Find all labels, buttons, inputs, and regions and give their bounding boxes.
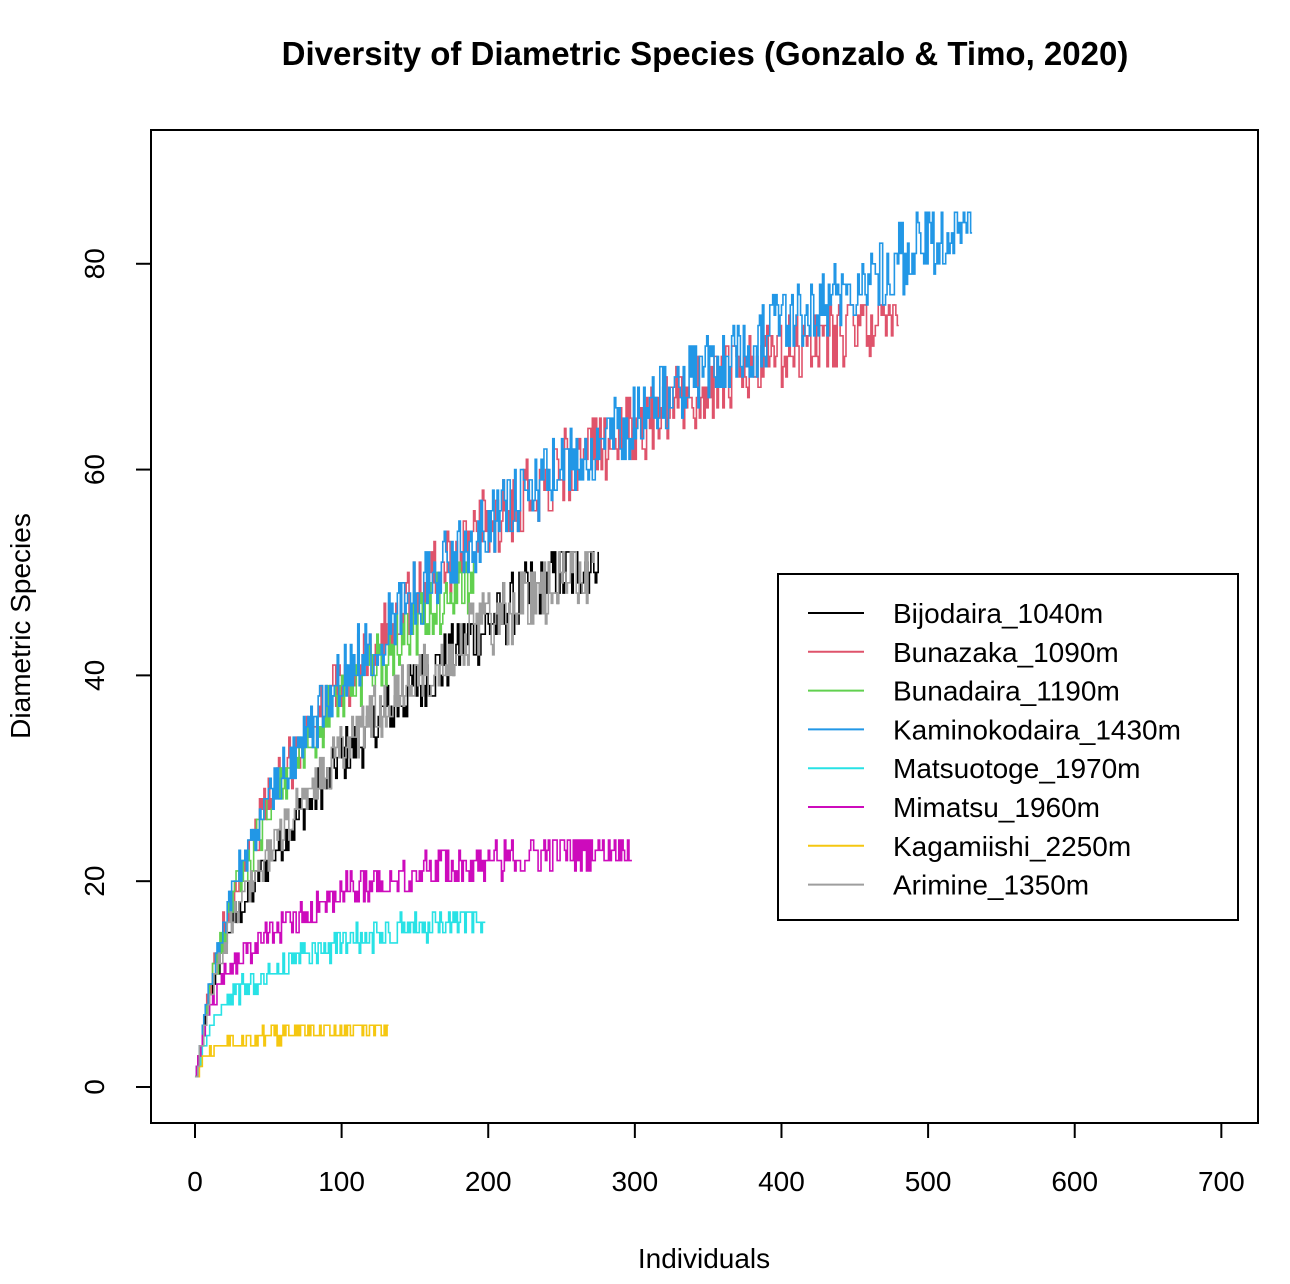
legend-label: Bijodaira_1040m [893, 598, 1103, 629]
x-tick-label: 100 [318, 1166, 365, 1197]
x-tick-label: 300 [611, 1166, 658, 1197]
x-tick-label: 500 [905, 1166, 952, 1197]
x-axis-label: Individuals [638, 1243, 770, 1274]
x-tick-label: 700 [1198, 1166, 1245, 1197]
y-tick-label: 0 [79, 1079, 110, 1095]
legend-label: Mimatsu_1960m [893, 792, 1100, 823]
series-line-kagamiishi_2250m [194, 1024, 389, 1078]
legend-label: Bunazaka_1090m [893, 637, 1119, 668]
legend-label: Matsuotoge_1970m [893, 753, 1141, 784]
legend: Bijodaira_1040m Bunazaka_1090m Bunadaira_1… [777, 573, 1239, 921]
y-tick-label: 20 [79, 866, 110, 897]
legend-label: Kaminokodaira_1430m [893, 714, 1181, 745]
series-line-matsuotoge_1970m [194, 911, 486, 1078]
y-axis: 0 20 40 60 80 [79, 248, 152, 1095]
chart-title: Diversity of Diametric Species (Gonzalo … [282, 35, 1129, 72]
x-axis: 0 100 200 300 400 500 600 700 [187, 1122, 1245, 1197]
x-tick-label: 0 [187, 1166, 203, 1197]
y-tick-label: 80 [79, 248, 110, 279]
x-tick-label: 600 [1051, 1166, 1098, 1197]
y-tick-label: 40 [79, 660, 110, 691]
series-line-kaminokodaira_1430m [194, 211, 973, 1078]
legend-box [777, 573, 1239, 921]
series-line-arimine_1350m [194, 551, 595, 1078]
series-line-bunadaira_1190m [194, 561, 475, 1078]
series-line-mimatsu_1960m [194, 839, 632, 1078]
legend-label: Arimine_1350m [893, 870, 1089, 901]
x-tick-label: 400 [758, 1166, 805, 1197]
x-tick-label: 200 [465, 1166, 512, 1197]
y-axis-label: Diametric Species [5, 513, 36, 739]
legend-label: Bunadaira_1190m [893, 676, 1120, 707]
legend-label: Kagamiishi_2250m [893, 831, 1131, 862]
series-layer [194, 211, 973, 1078]
y-tick-label: 60 [79, 454, 110, 485]
